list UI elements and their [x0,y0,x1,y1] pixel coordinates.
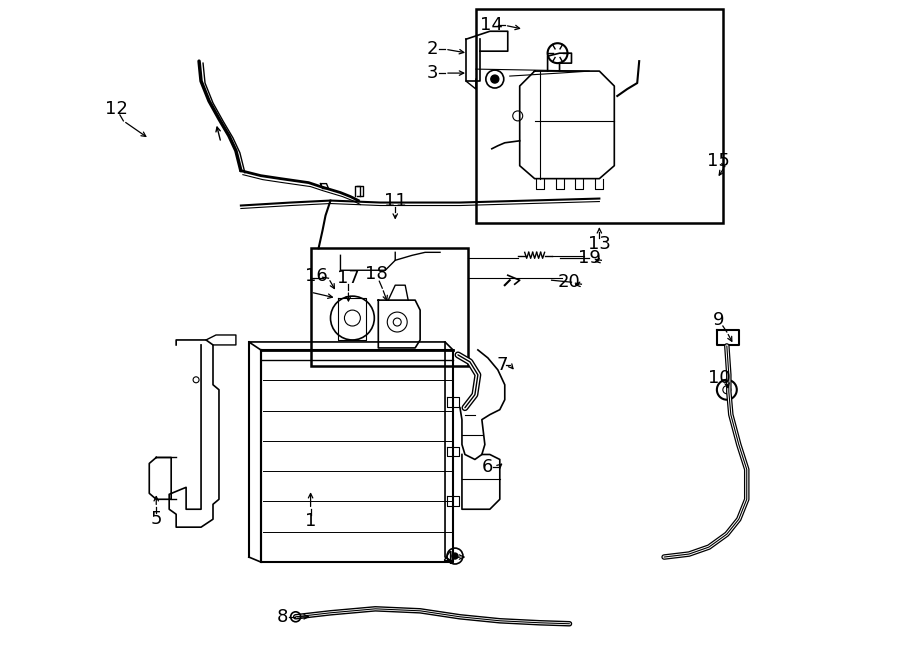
Text: 10: 10 [707,369,730,387]
Text: 12: 12 [105,100,128,118]
Text: 14: 14 [481,17,503,34]
Text: 7: 7 [496,356,508,374]
Text: 16: 16 [305,267,328,286]
Text: 19: 19 [578,249,601,267]
Text: 6: 6 [482,459,493,477]
Bar [476,9,723,223]
Text: 2: 2 [427,40,437,58]
Text: 3: 3 [427,64,437,82]
Text: 5: 5 [150,510,162,528]
Text: 8: 8 [277,608,288,626]
Text: 17: 17 [337,269,360,288]
Text: 15: 15 [707,152,730,170]
Circle shape [491,75,499,83]
Text: 4: 4 [442,550,454,568]
Text: 11: 11 [384,192,407,210]
Bar [310,249,468,366]
Text: 20: 20 [558,273,580,292]
Circle shape [452,553,458,559]
Text: 1: 1 [305,512,316,530]
Text: 18: 18 [364,265,388,283]
Text: 13: 13 [588,235,611,253]
Text: 9: 9 [713,311,725,329]
